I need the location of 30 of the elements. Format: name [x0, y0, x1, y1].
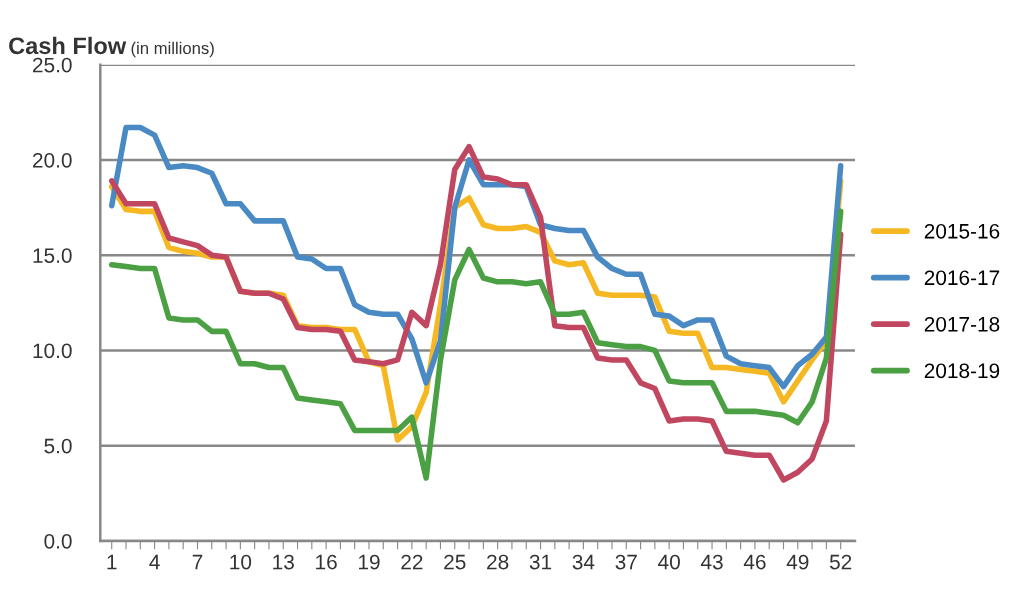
x-tick-label: 7 — [192, 554, 203, 570]
x-tick-label: 37 — [615, 554, 637, 570]
legend-label: 2015-16 — [924, 223, 1000, 239]
x-tick-label: 43 — [700, 554, 723, 570]
x-tick-label: 10 — [230, 554, 252, 570]
x-tick-label: 40 — [658, 554, 680, 570]
x-tick-label: 28 — [487, 554, 509, 570]
x-tick-label: 49 — [786, 554, 809, 570]
x-tick-label: 4 — [149, 554, 160, 570]
x-tick-label: 25 — [444, 554, 466, 570]
legend-label: 2018-19 — [924, 363, 1000, 379]
x-tick-label: 46 — [743, 554, 766, 570]
legend-label: 2016-17 — [924, 270, 1000, 286]
x-tick-label: 13 — [273, 554, 294, 570]
x-tick-label: 22 — [401, 554, 423, 570]
x-tick-label: 34 — [572, 554, 595, 570]
x-tick-label: 1 — [107, 554, 117, 570]
x-tick-label: 16 — [316, 554, 337, 570]
x-tick-label: 19 — [359, 554, 380, 570]
y-tick-label: 10.0 — [33, 343, 72, 359]
y-tick-label: 20.0 — [33, 152, 72, 168]
legend-label: 2017-18 — [924, 316, 1000, 332]
chart-title: Cash Flow — [9, 36, 127, 55]
y-tick-label: 0.0 — [44, 533, 72, 549]
chart-subtitle: (in millions) — [131, 41, 214, 58]
x-tick-label: 52 — [829, 554, 852, 570]
y-tick-label: 15.0 — [33, 248, 72, 263]
x-tick-label: 31 — [529, 554, 552, 570]
y-tick-label: 5.0 — [44, 438, 72, 454]
y-tick-label: 25.0 — [33, 57, 72, 73]
